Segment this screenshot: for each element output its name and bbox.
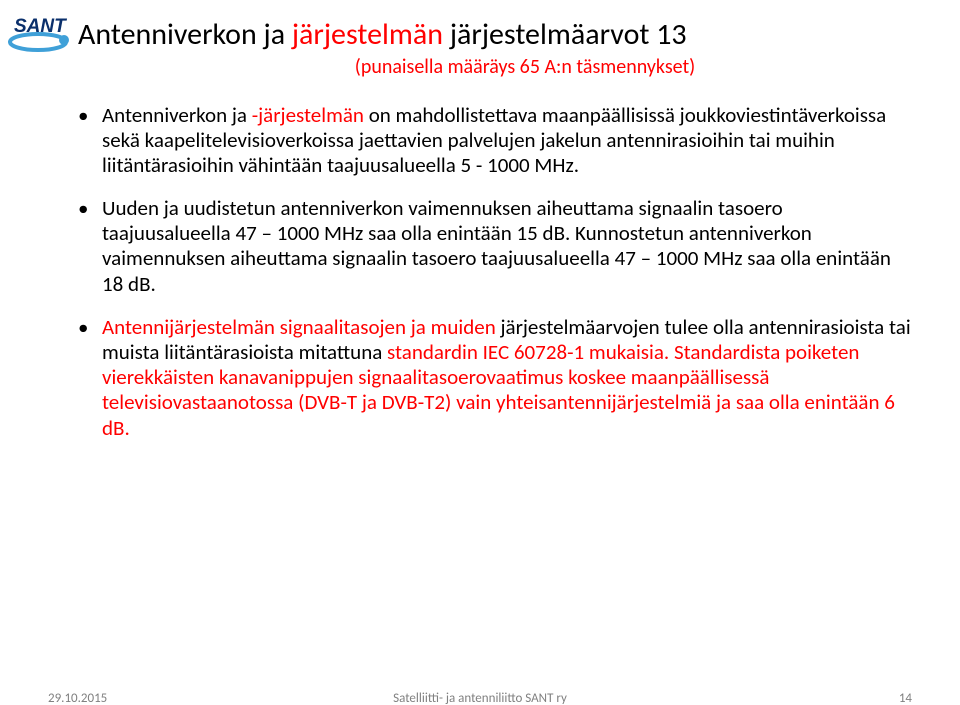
list-item: Antennijärjestelmän signaalitasojen ja m…	[78, 315, 912, 441]
bullet-text: Antennijärjestelmän signaalitasojen ja m…	[102, 314, 501, 340]
logo-text: SANT	[14, 16, 67, 37]
bullet-text: -järjestelmän	[252, 102, 369, 128]
bullet-text: standardin IEC 60728-1 mukaisia.	[387, 339, 674, 365]
title-part1: Antenniverkon ja	[78, 16, 292, 53]
title-part2: järjestelmän	[292, 16, 450, 53]
page-title: Antenniverkon ja järjestelmän järjestelm…	[78, 18, 912, 53]
list-item: Uuden ja uudistetun antenniverkon vaimen…	[78, 196, 912, 297]
body-content: Antenniverkon ja -järjestelmän on mahdol…	[78, 103, 912, 441]
bullet-text: Uuden ja uudistetun antenniverkon vaimen…	[102, 195, 891, 297]
footer-page: 14	[899, 691, 912, 705]
logo: SANT	[8, 10, 86, 61]
page-subtitle: (punaisella määräys 65 A:n täsmennykset)	[138, 55, 912, 79]
logo-svg: SANT	[8, 10, 86, 56]
bullet-text: Antenniverkon ja	[102, 102, 252, 128]
slide: SANT Antenniverkon ja järjestelmän järje…	[0, 0, 960, 705]
title-block: Antenniverkon ja järjestelmän järjestelm…	[78, 18, 912, 79]
bullet-list: Antenniverkon ja -järjestelmän on mahdol…	[78, 103, 912, 441]
footer-org: Satelliitti- ja antenniliitto SANT ry	[0, 691, 960, 705]
title-part3: järjestelmäarvot 13	[450, 16, 687, 53]
list-item: Antenniverkon ja -järjestelmän on mahdol…	[78, 103, 912, 179]
